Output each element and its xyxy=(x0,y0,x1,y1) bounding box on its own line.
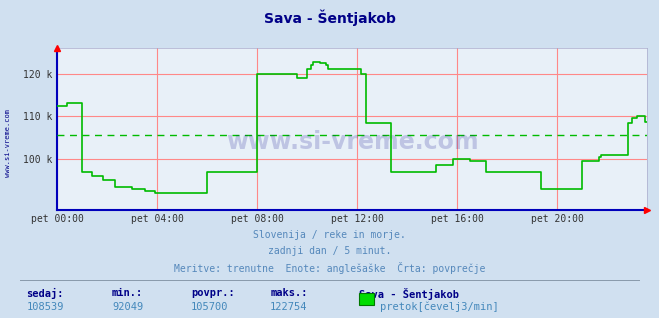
Text: Sava - Šentjakob: Sava - Šentjakob xyxy=(264,10,395,26)
Text: 108539: 108539 xyxy=(26,302,64,312)
Text: sedaj:: sedaj: xyxy=(26,288,64,299)
Text: www.si-vreme.com: www.si-vreme.com xyxy=(225,130,478,154)
Text: 122754: 122754 xyxy=(270,302,308,312)
Text: www.si-vreme.com: www.si-vreme.com xyxy=(5,109,11,177)
Text: Slovenija / reke in morje.: Slovenija / reke in morje. xyxy=(253,230,406,240)
Text: Sava - Šentjakob: Sava - Šentjakob xyxy=(359,288,459,300)
Text: maks.:: maks.: xyxy=(270,288,308,298)
Text: min.:: min.: xyxy=(112,288,143,298)
Text: Meritve: trenutne  Enote: anglešaške  Črta: povprečje: Meritve: trenutne Enote: anglešaške Črta… xyxy=(174,262,485,274)
Text: 105700: 105700 xyxy=(191,302,229,312)
Text: povpr.:: povpr.: xyxy=(191,288,235,298)
Text: zadnji dan / 5 minut.: zadnji dan / 5 minut. xyxy=(268,246,391,256)
Text: 92049: 92049 xyxy=(112,302,143,312)
Text: pretok[čevelj3/min]: pretok[čevelj3/min] xyxy=(380,302,499,313)
